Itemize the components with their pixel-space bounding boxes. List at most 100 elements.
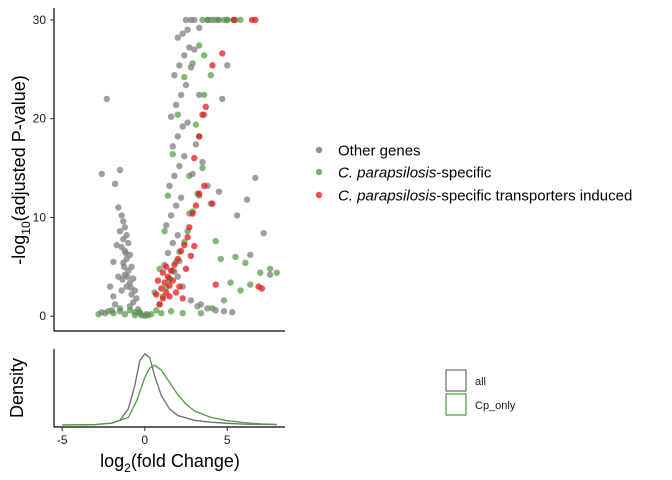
point-other-gene: [187, 16, 195, 24]
point-cp-transporter: [209, 200, 216, 207]
density-x-axis-title: log2(fold Change): [100, 451, 240, 475]
point-other-gene: [176, 162, 183, 170]
point-other-gene: [177, 194, 185, 201]
point-cp-transporter: [154, 277, 162, 284]
point-other-gene: [233, 212, 241, 219]
point-other-gene: [219, 95, 226, 103]
point-cp-transporter: [172, 289, 180, 296]
point-other-gene: [98, 170, 106, 178]
point-cp-specific: [167, 308, 175, 315]
point-other-gene: [172, 202, 180, 209]
point-cp-transporter: [159, 269, 167, 276]
point-cp-transporter: [199, 111, 206, 118]
point-cp-transporter: [212, 281, 219, 288]
point-cp-specific: [126, 307, 134, 314]
point-other-gene: [169, 143, 176, 150]
point-cp-specific: [201, 91, 208, 99]
point-other-gene: [182, 16, 190, 24]
point-cp-transporter: [209, 62, 216, 69]
legend-key-all: [445, 369, 467, 392]
point-other-gene: [197, 301, 205, 308]
point-cp-transporter: [166, 293, 173, 300]
point-cp-transporter: [164, 273, 172, 280]
point-cp-specific: [207, 72, 214, 79]
point-other-gene: [124, 273, 131, 280]
legend-key-other-genes: [315, 146, 323, 154]
point-other-gene: [120, 235, 127, 243]
point-cp-transporter: [179, 295, 186, 302]
legend-label-other-genes: Other genes: [338, 143, 421, 160]
point-cp-transporter: [202, 103, 209, 111]
point-cp-specific: [179, 310, 186, 317]
x-tick-label: 0: [141, 433, 148, 447]
y-tick-label: 0: [39, 309, 46, 323]
point-other-gene: [121, 224, 129, 231]
point-cp-specific: [164, 192, 172, 199]
point-cp-transporter: [252, 16, 259, 24]
point-cp-specific: [209, 305, 216, 312]
point-other-gene: [182, 81, 190, 89]
point-other-gene: [224, 62, 231, 69]
point-cp-specific: [227, 279, 234, 286]
point-cp-specific: [197, 310, 205, 317]
point-other-gene: [172, 101, 180, 109]
density-legend: all Cp_only: [445, 369, 516, 416]
point-cp-transporter: [181, 241, 188, 249]
point-other-gene: [110, 293, 117, 300]
point-cp-specific: [181, 73, 188, 81]
point-other-gene: [220, 308, 228, 315]
point-other-gene: [266, 271, 274, 278]
point-other-gene: [106, 283, 114, 290]
point-cp-transporter: [191, 154, 198, 162]
point-cp-specific: [204, 16, 211, 24]
point-cp-specific: [266, 265, 274, 272]
legend-key-cp-transporters: [315, 191, 323, 199]
volcano-legend: Other genes C. parapsilosis-specific C. …: [315, 143, 632, 205]
x-tick-label: 5: [224, 433, 231, 447]
point-cp-specific: [247, 281, 254, 288]
point-cp-transporter: [189, 210, 196, 217]
point-cp-transporter: [156, 301, 163, 308]
density-line-all: [62, 352, 277, 426]
point-cp-specific: [217, 255, 224, 263]
point-other-gene: [184, 119, 191, 126]
point-cp-transporter: [158, 285, 165, 292]
density-line-cp-only: [62, 364, 277, 426]
point-other-gene: [181, 153, 188, 160]
point-other-gene: [252, 174, 259, 182]
point-cp-transporter: [187, 252, 195, 260]
point-other-gene: [116, 228, 124, 235]
point-cp-transporter: [201, 182, 208, 189]
point-cp-specific: [220, 297, 228, 304]
point-other-gene: [103, 95, 111, 103]
point-cp-specific: [186, 172, 193, 180]
point-cp-transporter: [192, 202, 200, 209]
point-cp-specific: [237, 16, 244, 24]
point-cp-transporter: [230, 16, 237, 24]
point-cp-transporter: [166, 282, 173, 289]
point-cp-transporter: [174, 255, 181, 263]
point-cp-specific: [136, 309, 143, 316]
point-cp-specific: [161, 228, 168, 235]
point-other-gene: [111, 301, 119, 308]
point-cp-specific: [189, 60, 196, 67]
density-y-axis-title: Density: [7, 358, 27, 418]
point-cp-specific: [105, 308, 112, 315]
density-x-ticks: -5 0 5: [57, 427, 231, 447]
point-other-gene: [179, 123, 186, 130]
point-other-gene: [247, 251, 254, 259]
point-cp-specific: [95, 311, 102, 318]
point-other-gene: [174, 273, 181, 280]
point-other-gene: [128, 291, 135, 298]
point-other-gene: [166, 182, 173, 189]
point-other-gene: [115, 204, 122, 211]
point-other-gene: [204, 305, 211, 312]
volcano-points-layer: [95, 16, 280, 319]
point-other-gene: [179, 30, 186, 37]
point-cp-transporter: [196, 190, 203, 197]
volcano-y-ticks: 0 10 20 30: [33, 13, 54, 323]
point-other-gene: [164, 249, 172, 257]
legend-label-cp-transporters: C. parapsilosis-specific transporters in…: [338, 188, 632, 205]
density-plot-panel: -5 0 5 Density log2(fold Change): [7, 349, 285, 475]
